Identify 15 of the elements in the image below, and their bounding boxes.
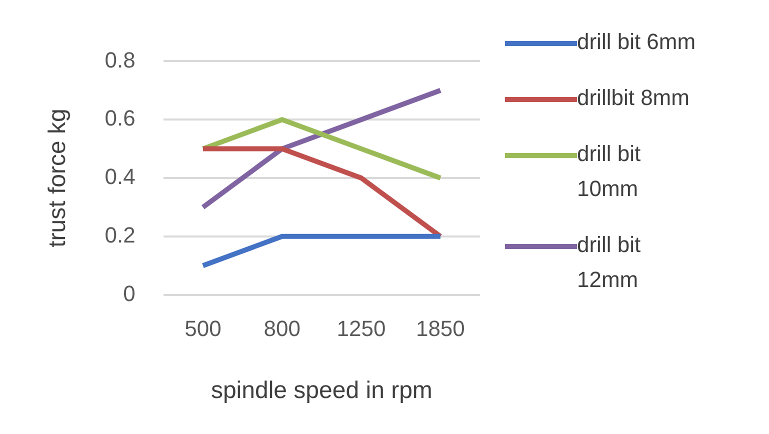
legend-label: drill bit 10mm [577,140,642,203]
x-tick-label: 1850 [416,316,465,342]
y-tick-label: 0.6 [104,106,136,131]
x-axis-title: spindle speed in rpm [210,377,432,404]
y-tick-label: 0 [123,280,136,306]
x-tick-label: 500 [184,316,222,342]
y-axis-title: trust force kg [44,108,72,248]
legend-label: drill bit 6mm [577,28,697,56]
y-tick-label: 0.2 [104,222,136,248]
legend-label: drillbit 8mm [577,84,690,112]
x-tick-label: 1250 [336,316,386,342]
x-tick-label: 800 [264,316,300,342]
y-tick-label: 0.4 [104,164,136,190]
y-tick-label: 0.8 [104,47,136,72]
legend-label: drill bit 12mm [577,231,642,294]
